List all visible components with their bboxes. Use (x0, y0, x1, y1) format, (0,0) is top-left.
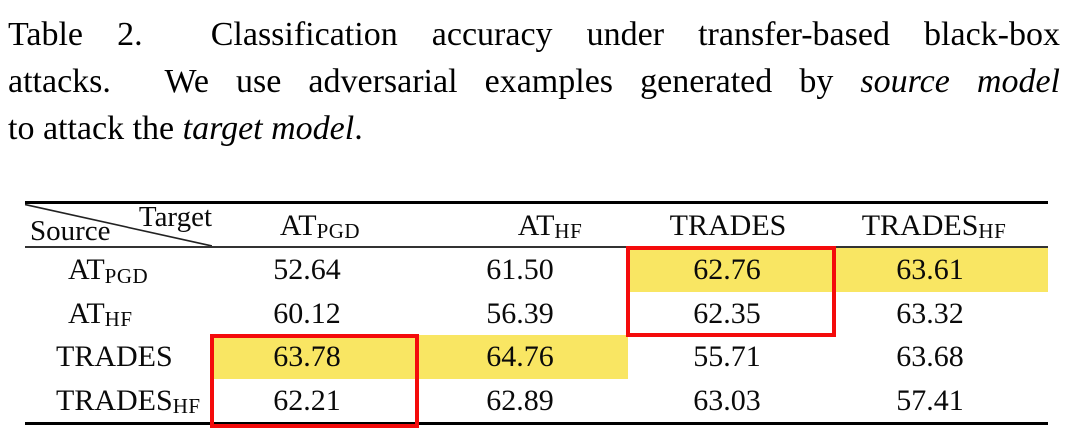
caption-italic-target-model: target model (182, 110, 355, 147)
row-label-trades-hf: TRADESHF (25, 379, 212, 423)
cell-r1c3-highlighted: 62.76 (628, 248, 834, 292)
row-label-sub: HF (172, 394, 201, 419)
row-label-at-hf: ATHF (25, 292, 212, 336)
diagonal-target-label: Target (138, 200, 212, 233)
cell-r1c2: 61.50 (486, 253, 554, 286)
caption-text-1: Table 2. Classification accuracy under t… (8, 16, 1060, 53)
col-header-base: TRADES (861, 208, 979, 242)
caption-line-2: attacks. We use adversarial examples gen… (8, 58, 1060, 105)
cell-r3c3: 55.71 (693, 340, 761, 373)
cell-r3c2-highlighted: 64.76 (418, 335, 628, 379)
caption-italic-source-model: source model (860, 63, 1060, 100)
caption-text-2: attacks. We use adversarial examples gen… (8, 63, 861, 100)
cell-r4c4: 57.41 (896, 383, 964, 417)
caption-period: . (354, 110, 363, 147)
row-label-at-pgd: ATPGD (25, 248, 212, 292)
col-header-at-hf: ATHF (418, 204, 628, 246)
col-header-sub: HF (554, 219, 583, 244)
row-label-sub: PGD (104, 263, 149, 288)
cell-r3c1-highlighted: 63.78 (212, 335, 418, 379)
col-header-base: AT (279, 208, 317, 242)
table-row-at-hf: ATHF 60.12 56.39 62.35 63.32 (25, 292, 1048, 336)
results-table: Target Source ATPGD ATHF TRADES TRADESHF… (25, 200, 1048, 428)
row-label-sub: HF (104, 307, 133, 332)
diagonal-header-cell: Target Source (25, 200, 212, 247)
row-label-base: AT (68, 296, 105, 330)
cell-r3c4: 63.68 (896, 340, 964, 373)
col-header-base: TRADES (669, 208, 787, 242)
rule-header-bottom (25, 245, 1048, 248)
caption-text-3: to attack the (8, 110, 183, 147)
cell-r4c3: 63.03 (693, 383, 761, 417)
row-label-base: TRADES (56, 383, 173, 417)
col-header-trades: TRADES (628, 204, 834, 246)
table-header-row: Target Source ATPGD ATHF TRADES TRADESHF (25, 200, 1048, 247)
caption-line-1: Table 2. Classification accuracy under t… (8, 11, 1060, 58)
cell-r1c4-highlighted: 63.61 (834, 248, 1048, 292)
table-row-at-pgd: ATPGD 52.64 61.50 62.76 63.61 (25, 248, 1048, 292)
cell-r2c2: 56.39 (486, 296, 554, 330)
table-row-trades-hf: TRADESHF 62.21 62.89 63.03 57.41 (25, 379, 1048, 423)
col-header-base: AT (517, 208, 555, 242)
col-header-trades-hf: TRADESHF (834, 204, 1048, 246)
diagonal-source-label: Source (30, 214, 111, 247)
cell-r2c3: 62.35 (693, 296, 761, 330)
caption-line-3: to attack the target model. (8, 105, 1060, 152)
col-header-at-pgd: ATPGD (212, 204, 418, 246)
cell-r2c1: 60.12 (273, 296, 341, 330)
table-caption: Table 2. Classification accuracy under t… (8, 11, 1060, 152)
cell-r2c4: 63.32 (896, 296, 964, 330)
diagonal-line (25, 203, 212, 246)
rule-bottom (25, 422, 1048, 425)
rule-top (25, 201, 1048, 204)
table-row-trades: TRADES 63.78 64.76 55.71 63.68 (25, 335, 1048, 379)
col-header-sub: HF (978, 219, 1007, 244)
col-header-sub: PGD (316, 219, 361, 244)
row-label-base: TRADES (56, 340, 173, 373)
row-label-trades: TRADES (25, 335, 212, 379)
cell-r4c1: 62.21 (273, 383, 341, 417)
cell-r4c2: 62.89 (486, 383, 554, 417)
cell-r1c1: 52.64 (273, 253, 341, 286)
row-label-base: AT (68, 253, 105, 286)
